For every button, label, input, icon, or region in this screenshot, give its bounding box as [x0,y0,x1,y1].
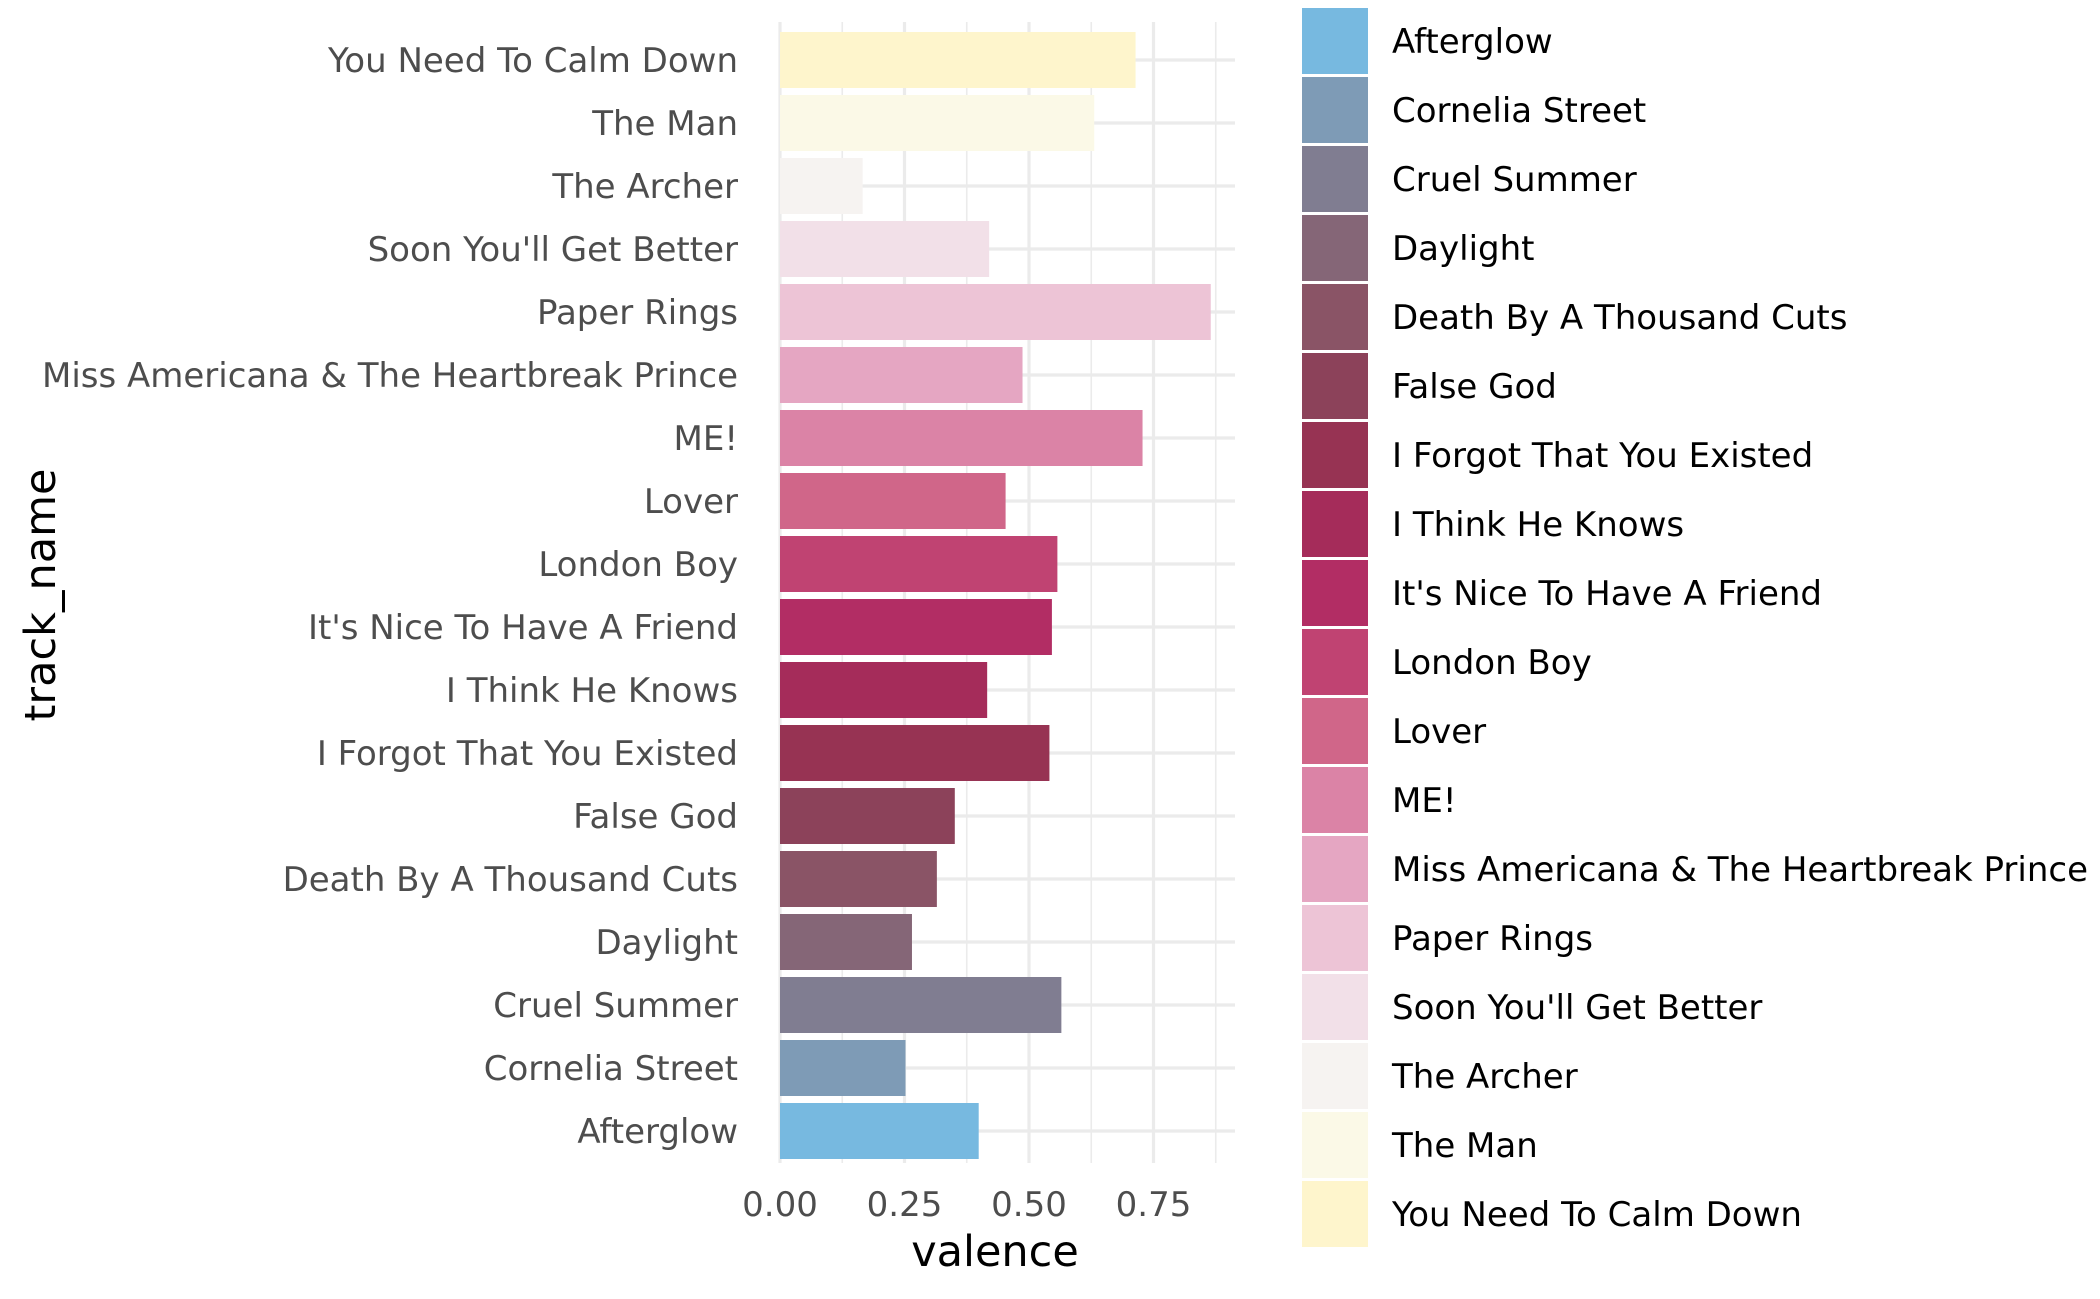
legend-key [1302,1043,1368,1109]
y-tick-label: Daylight [596,923,739,963]
bar [780,788,955,844]
legend-label: Paper Rings [1392,919,1593,959]
x-axis-title: valence [911,1227,1079,1277]
legend-key [1302,767,1368,833]
y-axis-title: track_name [16,469,66,722]
bar [780,914,912,970]
y-tick-label: Lover [644,482,738,522]
legend-key [1302,215,1368,281]
y-tick-label: London Boy [538,545,738,585]
y-tick-label: Death By A Thousand Cuts [283,860,738,900]
legend-key [1302,629,1368,695]
bar [780,1040,906,1096]
legend-key [1302,1112,1368,1178]
legend-label: Daylight [1392,229,1535,269]
legend-label: I Forgot That You Existed [1392,436,1813,476]
y-tick-label: Paper Rings [537,293,738,333]
legend-key [1302,491,1368,557]
bar [780,32,1136,88]
x-tick-label: 0.00 [742,1185,818,1225]
bar [780,473,1006,529]
bar [780,284,1211,340]
legend-label: Death By A Thousand Cuts [1392,298,1847,338]
bar [780,1103,979,1159]
y-tick-label: The Man [591,104,738,144]
y-tick-label: I Forgot That You Existed [317,734,738,774]
legend-label: ME! [1392,781,1456,821]
legend-key [1302,905,1368,971]
legend-key [1302,1181,1368,1247]
y-tick-label: Cruel Summer [493,986,738,1026]
y-tick-label: You Need To Calm Down [327,41,738,81]
x-tick-label: 0.50 [991,1185,1067,1225]
x-tick-label: 0.25 [867,1185,943,1225]
bar [780,221,990,277]
y-tick-labels: Afterglow Cornelia Street Cruel Summer Dayl… [42,41,738,1152]
legend-key [1302,698,1368,764]
legend-label: Afterglow [1392,22,1553,62]
legend: Afterglow Cornelia Street Cruel Summer Dayl… [1302,8,2088,1247]
y-tick-label: Cornelia Street [484,1049,738,1089]
bar [780,536,1058,592]
y-tick-label: Afterglow [577,1112,738,1152]
legend-key [1302,422,1368,488]
legend-label: You Need To Calm Down [1391,1195,1802,1235]
bar [780,599,1052,655]
bar [780,725,1050,781]
legend-label: The Archer [1391,1057,1578,1097]
legend-key [1302,146,1368,212]
y-tick-label: It's Nice To Have A Friend [308,608,738,648]
legend-label: Lover [1392,712,1486,752]
bar [780,662,988,718]
y-tick-label: Soon You'll Get Better [368,230,738,270]
legend-key [1302,77,1368,143]
bar [780,158,863,214]
y-tick-label: ME! [674,419,738,459]
legend-label: London Boy [1392,643,1592,683]
legend-key [1302,353,1368,419]
legend-key [1302,8,1368,74]
bar [780,347,1023,403]
legend-label: It's Nice To Have A Friend [1392,574,1822,614]
legend-key [1302,974,1368,1040]
y-tick-label: Miss Americana & The Heartbreak Prince [42,356,738,396]
legend-label: Soon You'll Get Better [1392,988,1762,1028]
y-tick-label: I Think He Knows [446,671,738,711]
legend-label: False God [1392,367,1557,407]
legend-label: I Think He Knows [1392,505,1684,545]
y-tick-label: False God [573,797,738,837]
bar [780,410,1143,466]
bars [780,32,1211,1159]
bar [780,95,1095,151]
x-tick-label: 0.75 [1116,1185,1192,1225]
x-tick-labels: 0.00 0.25 0.50 0.75 [742,1185,1191,1225]
legend-key [1302,284,1368,350]
legend-key [1302,836,1368,902]
y-tick-label: The Archer [551,167,738,207]
legend-label: Miss Americana & The Heartbreak Prince [1392,850,2088,890]
bar [780,851,937,907]
legend-label: Cornelia Street [1392,91,1646,131]
bar [780,977,1062,1033]
legend-key [1302,560,1368,626]
legend-label: Cruel Summer [1392,160,1637,200]
legend-label: The Man [1391,1126,1538,1166]
